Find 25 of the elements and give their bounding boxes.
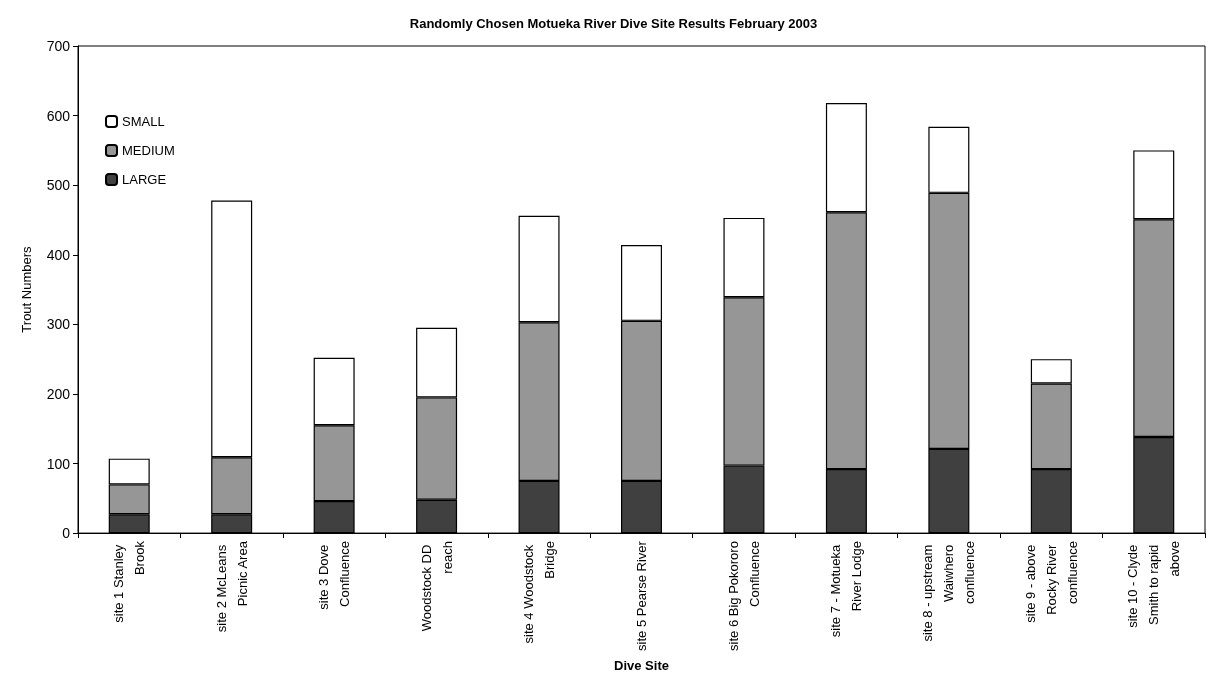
x-tick-label: site 4 Woodstock Bridge [521, 541, 558, 644]
x-tick-label: site 10 - Clyde Smith to rapid above [1125, 541, 1183, 628]
x-axis-title: Dive Site [614, 658, 669, 673]
x-tick-label: site 3 Dove Confluence [316, 541, 353, 610]
x-tick-label: site 5 Pearse River [634, 540, 649, 651]
y-tick-label: 200 [46, 385, 71, 402]
x-tick-label: site 1 Stanley Brook [111, 540, 148, 623]
chart-title: Randomly Chosen Motueka River Dive Site Results February 2003 [409, 16, 818, 31]
y-tick-label: 600 [46, 107, 71, 124]
y-tick-label: 700 [46, 38, 71, 54]
x-tick-label: site 8 - upstream Waiwhero confluence [920, 541, 978, 642]
x-tick-label: site 6 Big Pokororo Confluence [725, 541, 762, 651]
legend-label: LARGE [122, 172, 167, 187]
y-tick-label: 300 [46, 316, 71, 333]
x-tick-label: site 9 - above Rocky River confluence [1022, 541, 1080, 623]
x-tick-label: site 7 - Motueka River Lodge [828, 541, 865, 638]
x-tick-label: site 2 McLeans Picnic Area [213, 540, 250, 633]
y-tick-label: 400 [46, 246, 71, 263]
legend-label: MEDIUM [122, 143, 175, 158]
x-tick-label: Woodstock DD reach [418, 541, 455, 632]
legend-label: SMALL [122, 114, 165, 129]
y-axis-title: Trout Numbers [19, 245, 34, 333]
y-tick-label: 100 [46, 455, 71, 472]
y-tick-label: 0 [62, 525, 71, 542]
y-tick-label: 500 [46, 177, 71, 194]
